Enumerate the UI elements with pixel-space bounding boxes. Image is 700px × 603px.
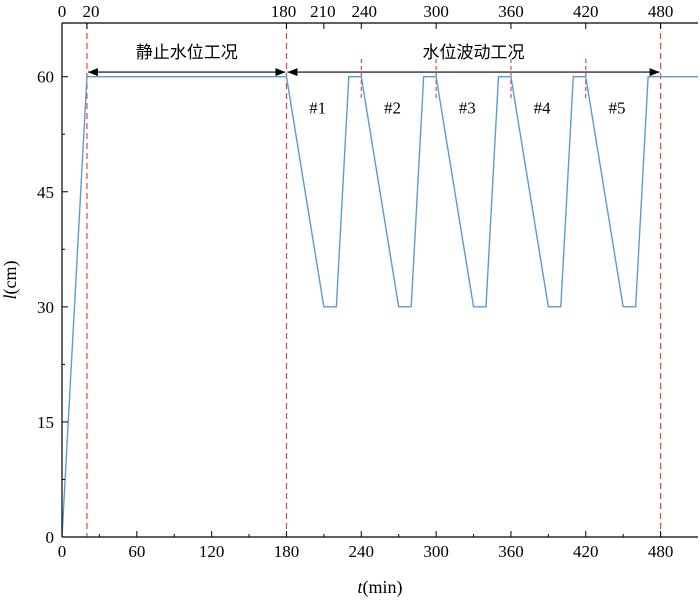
y-tick-label-15: 15 bbox=[37, 413, 54, 432]
stage2-arrowhead-right bbox=[649, 68, 660, 77]
x-tick-label-60: 60 bbox=[128, 542, 145, 561]
x-tick-label-120: 120 bbox=[199, 542, 225, 561]
case-label-1: #1 bbox=[309, 98, 326, 117]
y-tick-label-45: 45 bbox=[37, 183, 54, 202]
stage1-label: 静止水位工况 bbox=[136, 43, 238, 63]
x-top-tick-label-420: 420 bbox=[573, 2, 599, 21]
y-tick-label-60: 60 bbox=[37, 68, 54, 87]
x-tick-label-0: 0 bbox=[58, 542, 67, 561]
x-tick-label-240: 240 bbox=[349, 542, 375, 561]
series-line-1 bbox=[61, 75, 698, 538]
x-top-tick-label-210: 210 bbox=[310, 2, 336, 21]
case-label-4: #4 bbox=[534, 98, 552, 117]
y-tick-label-0: 0 bbox=[46, 528, 55, 547]
case-label-3: #3 bbox=[459, 98, 476, 117]
x-top-tick-label-0: 0 bbox=[58, 2, 67, 21]
x-tick-label-300: 300 bbox=[423, 542, 449, 561]
y-axis-title: l(cm) bbox=[0, 261, 21, 300]
x-tick-label-360: 360 bbox=[498, 542, 524, 561]
x-tick-label-420: 420 bbox=[573, 542, 599, 561]
stage1-arrowhead-right bbox=[275, 68, 286, 77]
case-label-5: #5 bbox=[608, 98, 625, 117]
case-label-2: #2 bbox=[384, 98, 401, 117]
stage2-label: 水位波动工况 bbox=[423, 43, 525, 63]
marker-lines-layer bbox=[86, 23, 662, 537]
x-top-tick-label-240: 240 bbox=[352, 2, 378, 21]
x-top-tick-label-300: 300 bbox=[423, 2, 449, 21]
x-axis-title: t(min) bbox=[357, 577, 402, 598]
y-tick-label-30: 30 bbox=[37, 298, 54, 317]
x-tick-label-180: 180 bbox=[274, 542, 300, 561]
annotations-layer: 静止水位工况 水位波动工况 #1 #2 #3 #4 #5 bbox=[87, 43, 660, 117]
stage2-arrowhead-left bbox=[287, 68, 298, 77]
series-layer bbox=[61, 75, 698, 538]
x-top-tick-label-480: 480 bbox=[648, 2, 674, 21]
x-top-tick-label-180: 180 bbox=[271, 2, 297, 21]
x-top-tick-label-360: 360 bbox=[498, 2, 524, 21]
stage1-arrowhead-left bbox=[87, 68, 98, 77]
x-tick-label-480: 480 bbox=[648, 542, 674, 561]
x-top-tick-label-20: 20 bbox=[82, 2, 99, 21]
